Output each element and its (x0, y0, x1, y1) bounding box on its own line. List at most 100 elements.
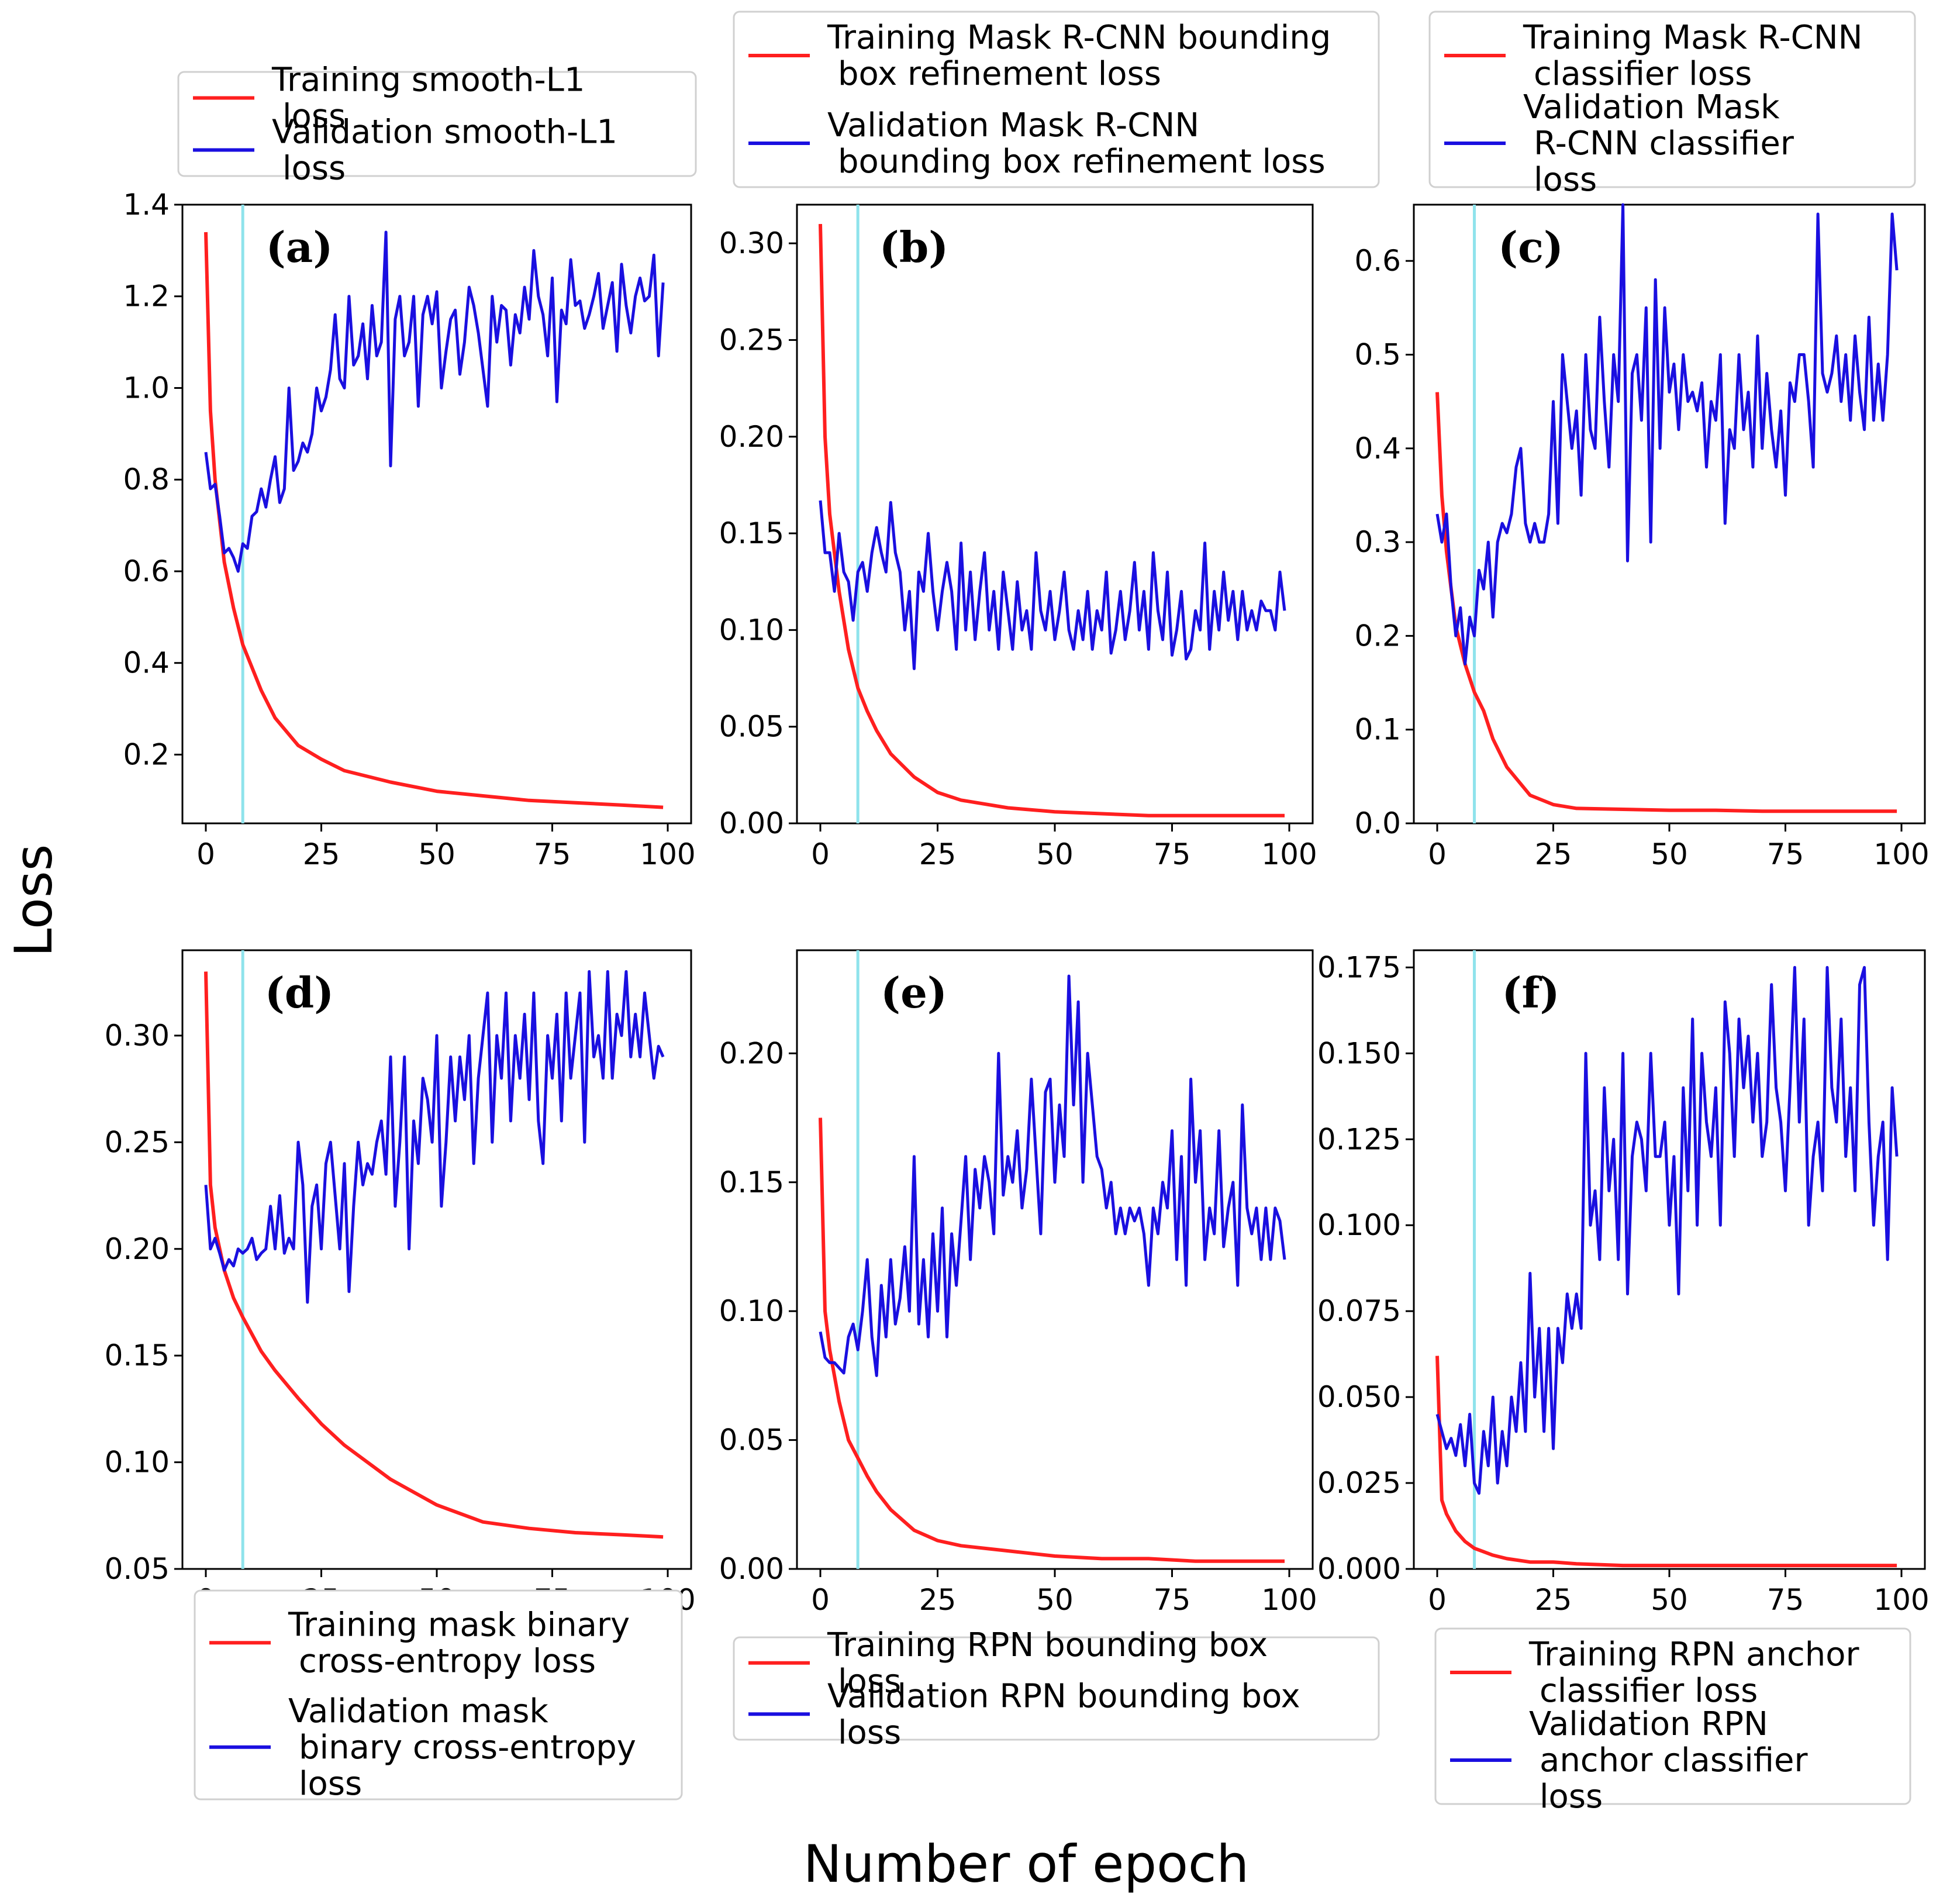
subplot-e: 0 25 50 75 100 0.00 0.05 0.10 0.15 0.20 (e) Trainin… (719, 949, 1380, 1751)
legend-label: Validation RPN anchor classifier loss (1529, 1705, 1808, 1816)
x-tick-label: 0 (196, 837, 215, 871)
x-tick-label: 75 (1154, 1583, 1191, 1617)
panel-label: (a) (266, 222, 333, 272)
legend-label-line: Training smooth-L1 (271, 61, 585, 99)
y-tick-label: 0.20 (719, 420, 784, 454)
y-tick-label: 0.000 (1317, 1552, 1401, 1586)
legend-box (194, 1589, 683, 1800)
legend-label: Training Mask R-CNN bounding box refineme… (827, 19, 1331, 93)
subplot-f: 0 25 50 75 100 0.000 0.025 0.050 0.075 0.100 0.125… (1317, 949, 1930, 1816)
legend-label-line: Validation Mask (1523, 88, 1780, 126)
legend: Training RPN bounding box lossValidation … (733, 1626, 1380, 1751)
legend-label: Training smooth-L1 loss (271, 61, 585, 136)
training-loss-line (1435, 1355, 1897, 1568)
y-tick-label: 0.30 (719, 226, 784, 260)
legend-label: Training Mask R-CNN classifier loss (1523, 19, 1863, 93)
y-tick-label: 0.30 (105, 1019, 170, 1053)
y-tick-label: 0.4 (123, 646, 170, 680)
y-tick-label: 0.3 (1354, 525, 1401, 559)
x-tick-label: 25 (1535, 1583, 1572, 1617)
legend-label-line: Training Mask R-CNN bounding (827, 19, 1331, 57)
y-tick-label: 0.4 (1354, 432, 1401, 465)
legend-box (733, 11, 1380, 188)
legend-label-line: classifier loss (1540, 1672, 1758, 1710)
validation-loss-line (819, 974, 1286, 1377)
legend-label: Validation Mask R-CNN classifier loss (1523, 88, 1794, 199)
legend-label: Training RPN anchor classifier loss (1528, 1636, 1859, 1710)
x-tick-label: 75 (1154, 837, 1191, 871)
x-tick-label: 75 (1767, 1583, 1804, 1617)
legend: Training Mask R-CNN classifier lossValida… (1428, 11, 1916, 199)
legend-box (733, 1636, 1380, 1741)
legend-label-line: loss (299, 1765, 362, 1803)
y-tick-label: 0.6 (1354, 244, 1401, 278)
x-tick-label: 100 (1873, 837, 1929, 871)
y-tick-label: 0.15 (105, 1339, 170, 1372)
legend-label-line: binary cross-entropy (299, 1729, 636, 1767)
y-tick-label: 0.025 (1317, 1466, 1401, 1500)
subplot-d: 02550751000.050.100.150.200.250.30(d)Tra… (105, 949, 696, 1803)
y-tick-label: 0.2 (123, 737, 170, 771)
legend-label: Validation RPN bounding box loss (827, 1677, 1300, 1751)
legend-label-line: Validation mask (288, 1692, 548, 1730)
y-tick-label: 0.125 (1317, 1122, 1401, 1156)
legend-label-line: R-CNN classifier (1534, 125, 1794, 163)
y-tick-label: 0.6 (123, 554, 170, 588)
legend-label-line: loss (1540, 1778, 1603, 1816)
y-tick-label: 0.05 (719, 1423, 784, 1457)
legend: Training mask binary cross-entropy loss Va… (194, 1589, 683, 1803)
legend-label-line: Validation Mask R-CNN (827, 106, 1199, 144)
x-tick-label: 50 (1651, 837, 1688, 871)
x-tick-label: 50 (1036, 1583, 1074, 1617)
panel-label: (e) (881, 968, 947, 1017)
legend-label-line: loss (838, 1713, 901, 1751)
x-tick-label: 0 (811, 1583, 830, 1617)
x-tick-label: 75 (1767, 837, 1804, 871)
x-tick-label: 50 (1036, 837, 1074, 871)
x-tick-label: 0 (811, 837, 830, 871)
y-tick-label: 0.05 (105, 1552, 170, 1586)
y-tick-label: 0.075 (1317, 1294, 1401, 1328)
legend-label-line: loss (838, 1662, 901, 1701)
validation-loss-line (1435, 203, 1899, 665)
legend-label-line: bounding box refinement loss (838, 143, 1326, 181)
y-tick-label: 0.100 (1317, 1208, 1401, 1242)
shared-x-axis-label: Number of epoch (803, 1834, 1249, 1894)
legend-label-line: Training RPN bounding box (827, 1626, 1268, 1664)
shared-y-axis-label: Loss (4, 844, 64, 957)
legend-label-line: Training Mask R-CNN (1523, 19, 1863, 57)
y-tick-label: 0.0 (1354, 806, 1401, 840)
validation-loss-line (204, 970, 665, 1304)
legend-label-line: Validation RPN (1529, 1705, 1768, 1743)
x-tick-label: 0 (1428, 837, 1447, 871)
legend-label: Validation mask binary cross-entropy loss (288, 1692, 636, 1803)
panel-label: (d) (265, 968, 334, 1017)
legend-label-line: Training RPN anchor (1528, 1636, 1859, 1674)
y-tick-label: 0.05 (719, 710, 784, 744)
y-tick-label: 0.10 (719, 613, 784, 647)
legend-label-line: Validation smooth-L1 (272, 113, 617, 151)
y-tick-label: 0.1 (1354, 713, 1401, 747)
y-tick-label: 0.10 (719, 1294, 784, 1328)
subplot-c: 0 25 50 75 100 0.0 0.1 0.2 0.3 0.4 0.5 0.6 (c) Traini… (1354, 11, 1930, 871)
y-tick-label: 0.8 (123, 463, 170, 496)
x-tick-label: 25 (919, 837, 957, 871)
legend-label-line: classifier loss (1534, 55, 1752, 93)
y-tick-label: 0.20 (105, 1232, 170, 1266)
legend-label: Training mask binary cross-entropy loss (288, 1606, 630, 1680)
legend-label-line: loss (282, 150, 346, 188)
x-tick-label: 25 (919, 1583, 957, 1617)
x-tick-label: 100 (1261, 837, 1317, 871)
panel-label: (c) (1498, 222, 1564, 272)
x-tick-label: 100 (1261, 1583, 1317, 1617)
legend-label-line: Validation RPN bounding box (827, 1677, 1300, 1715)
legend-label: Validation smooth-L1 loss (272, 113, 617, 188)
y-tick-label: 0.25 (719, 323, 784, 357)
legend: Training RPN anchor classifier lossValida… (1434, 1627, 1911, 1816)
y-tick-label: 0.050 (1317, 1380, 1401, 1414)
legend-label-line: Training mask binary (288, 1606, 630, 1644)
y-tick-label: 0.00 (719, 1552, 784, 1586)
legend-label-line: loss (1534, 161, 1597, 199)
